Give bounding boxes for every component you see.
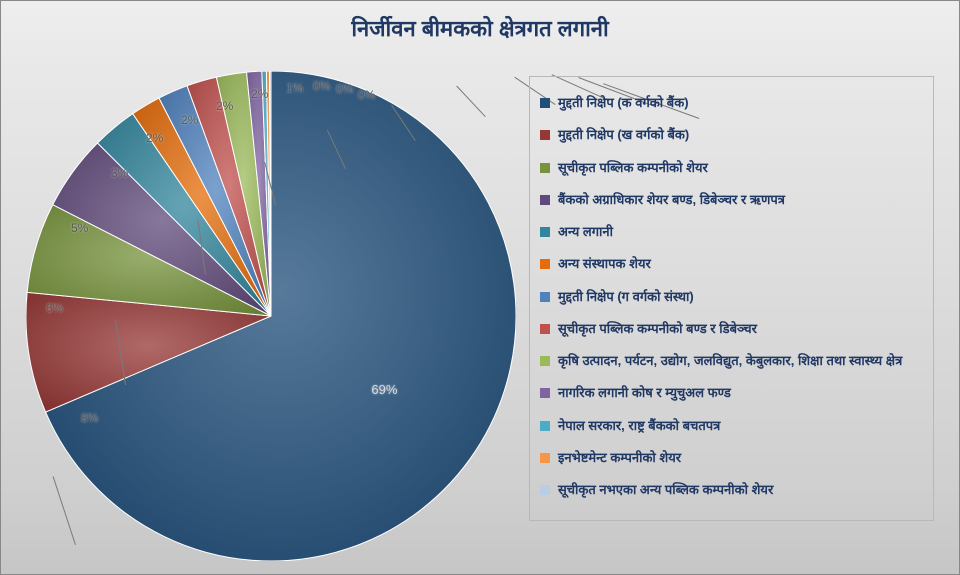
legend-label: अन्य संस्थापक शेयर <box>558 256 651 272</box>
slice-label: 0% <box>358 88 375 102</box>
slice-label-text: 5% <box>71 221 88 235</box>
legend-swatch <box>540 98 550 108</box>
legend-swatch <box>540 195 550 205</box>
slice-label: 69% <box>371 382 397 397</box>
legend-item: मुद्दती निक्षेप (क वर्गको बैंक) <box>540 89 923 121</box>
legend-swatch <box>540 453 550 463</box>
legend-label: अन्य लगानी <box>558 224 613 240</box>
legend-label: नागरिक लगानी कोष र म्युचुअल फण्ड <box>558 385 731 401</box>
legend-item: नागरिक लगानी कोष र म्युचुअल फण्ड <box>540 379 923 411</box>
legend-label: सूचीकृत पब्लिक कम्पनीको शेयर <box>558 160 708 176</box>
chart-canvas: निर्जीवन बीमकको क्षेत्रगत लगानी 69% 8% 6% 5… <box>0 0 960 575</box>
slice-label: 2% <box>146 131 163 145</box>
slice-label-text: 1% <box>286 81 303 95</box>
legend-item: कृषि उत्पादन, पर्यटन, उद्योग, जलविद्युत,… <box>540 347 923 379</box>
legend-label: सूचीकृत पब्लिक कम्पनीको बण्ड र डिबेञ्चर <box>558 321 757 337</box>
slice-label: 5% <box>71 221 88 235</box>
slice-label: 2% <box>251 87 268 101</box>
slice-label-text: 0% <box>336 82 353 96</box>
legend-label: इनभेष्टमेन्ट कम्पनीको शेयर <box>558 450 681 466</box>
legend-label: मुद्दती निक्षेप (ख वर्गको बैंक) <box>558 127 689 143</box>
legend-item: नेपाल सरकार, राष्ट्र बैंकको बचतपत्र <box>540 412 923 444</box>
legend-swatch <box>540 388 550 398</box>
slice-label-text: 2% <box>181 113 198 127</box>
slice-label-text: 69% <box>371 382 397 397</box>
slice-label-text: 0% <box>313 79 330 93</box>
legend-item: अन्य संस्थापक शेयर <box>540 250 923 282</box>
legend-item: मुद्दती निक्षेप (ग वर्गको संस्था) <box>540 283 923 315</box>
slice-label-text: 2% <box>216 99 233 113</box>
legend-swatch <box>540 292 550 302</box>
slice-label-text: 2% <box>251 87 268 101</box>
pie-chart: 69% 8% 6% 5% 3% 2% 2% 2% 2% 1% 0% 0% 0% <box>26 71 516 561</box>
slice-label-text: 3% <box>111 166 128 180</box>
legend-swatch <box>540 421 550 431</box>
slice-label-text: 8% <box>81 411 98 425</box>
slice-label: 3% <box>111 166 128 180</box>
legend-swatch <box>540 259 550 269</box>
legend: मुद्दती निक्षेप (क वर्गको बैंक) मुद्दती न… <box>529 76 934 521</box>
legend-swatch <box>540 485 550 495</box>
chart-title: निर्जीवन बीमकको क्षेत्रगत लगानी <box>1 13 959 43</box>
slice-label: 0% <box>336 82 353 96</box>
slice-label: 0% <box>313 79 330 93</box>
slice-label: 1% <box>286 81 303 95</box>
legend-swatch <box>540 130 550 140</box>
slice-label: 2% <box>216 99 233 113</box>
slice-label-text: 6% <box>46 301 63 315</box>
legend-item: सूचीकृत पब्लिक कम्पनीको शेयर <box>540 154 923 186</box>
slice-label: 6% <box>46 301 63 315</box>
slice-label: 2% <box>181 113 198 127</box>
slice-label-text: 2% <box>146 131 163 145</box>
legend-item: सूचीकृत पब्लिक कम्पनीको बण्ड र डिबेञ्चर <box>540 315 923 347</box>
legend-label: नेपाल सरकार, राष्ट्र बैंकको बचतपत्र <box>558 418 720 434</box>
legend-label: बैंकको अग्राधिकार शेयर बण्ड, डिबेञ्चर र … <box>558 192 785 208</box>
legend-item: अन्य लगानी <box>540 218 923 250</box>
slice-label-text: 0% <box>358 88 375 102</box>
legend-item: इनभेष्टमेन्ट कम्पनीको शेयर <box>540 444 923 476</box>
legend-item: बैंकको अग्राधिकार शेयर बण्ड, डिबेञ्चर र … <box>540 186 923 218</box>
legend-item: सूचीकृत नभएका अन्य पब्लिक कम्पनीको शेयर <box>540 476 923 508</box>
slice-label: 8% <box>81 411 98 425</box>
legend-swatch <box>540 163 550 173</box>
legend-label: मुद्दती निक्षेप (ग वर्गको संस्था) <box>558 289 694 305</box>
legend-label: कृषि उत्पादन, पर्यटन, उद्योग, जलविद्युत,… <box>558 353 902 369</box>
legend-item: मुद्दती निक्षेप (ख वर्गको बैंक) <box>540 121 923 153</box>
legend-label: मुद्दती निक्षेप (क वर्गको बैंक) <box>558 95 689 111</box>
legend-swatch <box>540 324 550 334</box>
legend-label: सूचीकृत नभएका अन्य पब्लिक कम्पनीको शेयर <box>558 482 773 498</box>
legend-swatch <box>540 356 550 366</box>
legend-swatch <box>540 227 550 237</box>
